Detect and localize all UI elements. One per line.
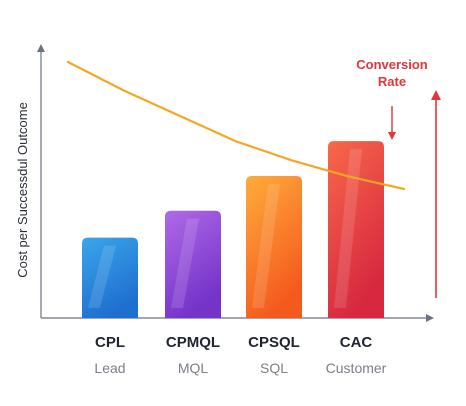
category-label-cpl: CPL xyxy=(95,334,125,351)
conversion-rate-up-arrow-head xyxy=(431,90,441,100)
category-label-cpsql: CPSQL xyxy=(248,334,300,351)
y-axis-label: Cost per Successdul Outcome xyxy=(15,102,30,278)
category-sublabel-cpsql: SQL xyxy=(260,360,288,376)
conversion-rate-label-line1: Conversion xyxy=(356,57,428,72)
bar-highlight-cpl xyxy=(88,245,116,308)
category-sublabel-cac: Customer xyxy=(326,360,387,376)
category-sublabel-cpl: Lead xyxy=(94,360,125,376)
conversion-rate-label-line2: Rate xyxy=(378,74,406,89)
category-label-cpmql: CPMQL xyxy=(166,334,220,351)
y-axis-arrow xyxy=(37,44,45,52)
conversion-rate-down-arrow-head xyxy=(388,132,396,140)
bar-highlight-cpsql xyxy=(252,183,280,308)
bar-cac xyxy=(328,141,384,318)
bar-cpmql xyxy=(165,210,221,318)
bar-highlight-cac xyxy=(334,149,362,308)
category-sublabel-cpmql: MQL xyxy=(178,360,209,376)
conversion-rate-line xyxy=(66,60,406,191)
bar-cpl xyxy=(82,237,138,318)
category-label-cac: CAC xyxy=(340,334,373,351)
bar-cpsql xyxy=(246,175,302,318)
bar-highlight-cpmql xyxy=(171,218,199,308)
x-axis-arrow xyxy=(426,314,434,322)
